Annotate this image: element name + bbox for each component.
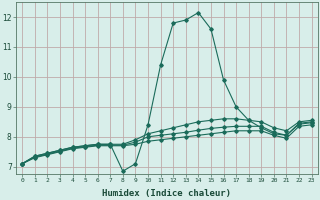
X-axis label: Humidex (Indice chaleur): Humidex (Indice chaleur) <box>102 189 231 198</box>
